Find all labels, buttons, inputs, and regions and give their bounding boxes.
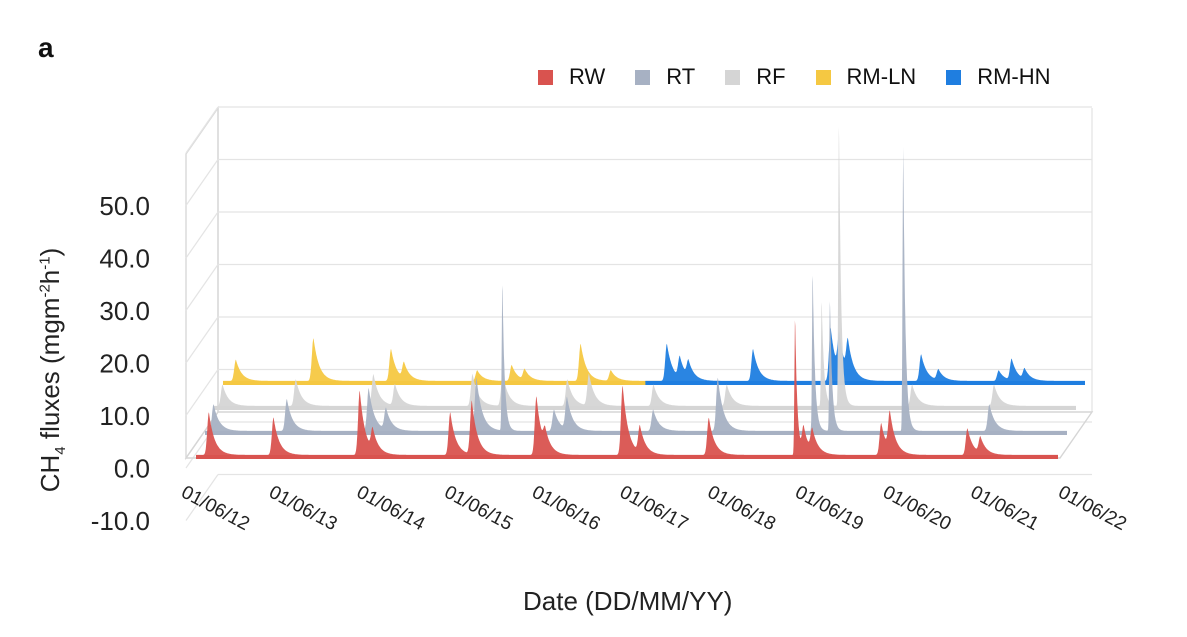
x-tick-label: 01/06/17	[616, 482, 691, 535]
legend-label-rm-ln: RM-LN	[846, 64, 917, 89]
legend-swatch-rm-hn	[946, 69, 962, 85]
legend-swatch-rf	[725, 69, 741, 85]
gridline-side	[185, 316, 219, 364]
panel-label: a	[38, 32, 54, 63]
x-tick-label: 01/06/12	[178, 482, 253, 535]
x-tick-label: 01/06/19	[792, 482, 867, 535]
x-tick-label: 01/06/22	[1055, 482, 1130, 535]
x-tick-label: 01/06/20	[879, 482, 954, 535]
y-tick-label: 40.0	[99, 244, 150, 274]
legend-swatch-rw	[538, 69, 553, 85]
legend-label-rw: RW	[569, 64, 606, 89]
x-tick-label: 01/06/18	[704, 482, 779, 535]
gridline-side	[185, 159, 219, 206]
gridline-side	[185, 369, 219, 416]
x-tick-label: 01/06/16	[528, 482, 603, 535]
legend-label-rf: RF	[756, 64, 786, 89]
y-tick-label: 20.0	[99, 349, 150, 379]
series-area-rw	[196, 320, 1058, 456]
gridline-side	[185, 474, 219, 521]
legend-item-rf: RF	[725, 64, 786, 90]
gridline-side	[185, 106, 219, 154]
x-tick-label: 01/06/21	[967, 482, 1042, 535]
y-tick-label: -10.0	[91, 506, 150, 536]
x-axis-label: Date (DD/MM/YY)	[523, 586, 733, 616]
legend-swatch-rm-ln	[815, 69, 831, 85]
legend-label-rt: RT	[666, 64, 696, 89]
legend-item-rw: RW	[538, 64, 605, 90]
series-base-rw	[196, 455, 1058, 459]
legend-label-rm-hn: RM-HN	[977, 64, 1051, 89]
series-base-rm-ln	[223, 381, 698, 385]
series-base-rt	[205, 431, 1067, 435]
legend: RW RT RF RM-LN RM-HN	[538, 64, 1081, 90]
y-tick-label: 10.0	[99, 401, 150, 431]
legend-swatch-rt	[635, 69, 651, 85]
y-tick-label: 30.0	[99, 296, 150, 326]
series-area-rm-hn	[645, 327, 1085, 382]
legend-item-rm-ln: RM-LN	[815, 64, 917, 90]
y-tick-label: 0.0	[114, 454, 150, 484]
series-base-rf	[214, 406, 1076, 410]
series-area-rt	[205, 147, 1067, 432]
gridline-side	[185, 211, 219, 259]
series-base-rm-hn	[645, 381, 1085, 385]
gridline-side	[185, 264, 219, 311]
y-tick-label: 50.0	[99, 191, 150, 221]
x-tick-label: 01/06/13	[265, 482, 340, 535]
legend-item-rt: RT	[635, 64, 695, 90]
series-area-rf	[214, 126, 1076, 407]
series-area-rm-ln	[223, 338, 698, 382]
x-tick-label: 01/06/15	[441, 482, 516, 535]
x-tick-label: 01/06/14	[353, 482, 429, 535]
legend-item-rm-hn: RM-HN	[946, 64, 1051, 90]
